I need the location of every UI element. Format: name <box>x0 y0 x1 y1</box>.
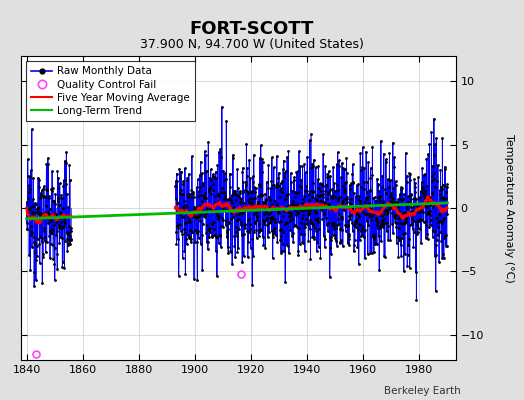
Text: Berkeley Earth: Berkeley Earth <box>385 386 461 396</box>
Y-axis label: Temperature Anomaly (°C): Temperature Anomaly (°C) <box>504 134 514 282</box>
Text: FORT-SCOTT: FORT-SCOTT <box>189 20 314 38</box>
Text: 37.900 N, 94.700 W (United States): 37.900 N, 94.700 W (United States) <box>139 38 364 51</box>
Legend: Raw Monthly Data, Quality Control Fail, Five Year Moving Average, Long-Term Tren: Raw Monthly Data, Quality Control Fail, … <box>26 61 195 121</box>
